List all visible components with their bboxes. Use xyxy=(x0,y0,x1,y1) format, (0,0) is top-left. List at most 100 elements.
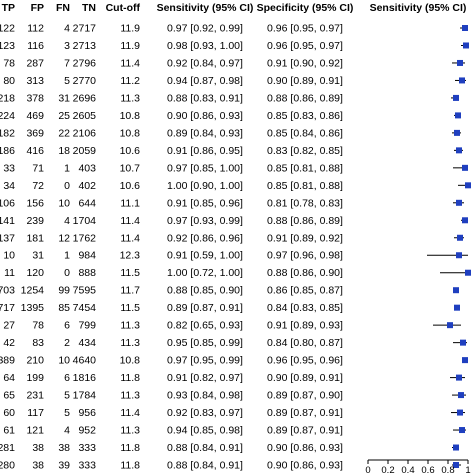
fn-cell: 5 xyxy=(64,390,70,402)
specificity-cell: 0.96 [0.95, 0.96] xyxy=(267,355,343,367)
column-header: Sensitivity (95% CI) xyxy=(370,2,467,14)
sensitivity-cell: 0.91 [0.86, 0.95] xyxy=(167,145,243,157)
fp-cell: 71 xyxy=(32,162,44,174)
tp-cell: 280 xyxy=(0,460,15,472)
fn-cell: 6 xyxy=(64,320,70,332)
tn-cell: 2770 xyxy=(73,75,97,87)
specificity-cell: 0.90 [0.89, 0.91] xyxy=(267,372,343,384)
cutoff-cell: 11.3 xyxy=(120,92,140,104)
tn-cell: 2717 xyxy=(73,23,97,35)
cutoff-cell: 11.8 xyxy=(120,372,140,384)
sensitivity-cell: 0.88 [0.83, 0.91] xyxy=(167,92,243,104)
tp-cell: 122 xyxy=(0,23,15,35)
tn-cell: 333 xyxy=(78,460,96,472)
point-estimate-marker xyxy=(453,94,459,101)
tn-cell: 7595 xyxy=(73,285,97,297)
table-row: 122 112 4 2717 11.9 0.97 [0.92, 0.99] 0.96 [0.… xyxy=(0,23,343,35)
point-estimate-marker xyxy=(456,147,462,154)
fn-cell: 7 xyxy=(64,57,70,69)
fn-cell: 4 xyxy=(64,425,70,437)
sensitivity-cell: 0.98 [0.93, 1.00] xyxy=(167,40,243,52)
table-row: 224 469 25 2605 10.8 0.90 [0.86, 0.93] 0.85 [0… xyxy=(0,110,343,122)
table-row: 281 38 38 333 11.8 0.88 [0.84, 0.91] 0.90 [0.8… xyxy=(0,442,343,454)
fn-cell: 38 xyxy=(58,442,70,454)
specificity-cell: 0.91 [0.89, 0.92] xyxy=(267,232,343,244)
point-estimate-marker xyxy=(456,374,462,381)
specificity-cell: 0.90 [0.86, 0.93] xyxy=(267,442,343,454)
tp-cell: 42 xyxy=(3,337,15,349)
tp-cell: 65 xyxy=(3,390,15,402)
specificity-cell: 0.91 [0.89, 0.93] xyxy=(267,320,343,332)
fn-cell: 12 xyxy=(58,232,70,244)
tn-cell: 434 xyxy=(78,337,96,349)
sensitivity-cell: 1.00 [0.90, 1.00] xyxy=(167,180,243,192)
cutoff-cell: 12.3 xyxy=(120,250,141,262)
fn-cell: 31 xyxy=(58,92,70,104)
fn-cell: 4 xyxy=(64,215,70,227)
cutoff-cell: 11.8 xyxy=(120,460,140,472)
tn-cell: 888 xyxy=(78,267,96,279)
point-estimate-marker xyxy=(459,427,465,434)
tn-cell: 2796 xyxy=(73,57,97,69)
sensitivity-cell: 0.88 [0.84, 0.91] xyxy=(167,460,243,472)
tp-cell: 60 xyxy=(3,407,15,419)
sensitivity-cell: 0.91 [0.85, 0.96] xyxy=(167,197,243,209)
fp-cell: 38 xyxy=(32,442,44,454)
fn-cell: 18 xyxy=(58,145,70,157)
fn-cell: 0 xyxy=(64,180,70,192)
table-row: 34 72 0 402 10.6 1.00 [0.90, 1.00] 0.85 [0.81,… xyxy=(3,180,343,192)
column-header: FP xyxy=(31,2,44,14)
sensitivity-cell: 0.97 [0.93, 0.99] xyxy=(167,215,243,227)
table-row: 64 199 6 1816 11.8 0.91 [0.82, 0.97] 0.90 [0.8… xyxy=(3,372,343,384)
fn-cell: 85 xyxy=(58,302,70,314)
sensitivity-cell: 0.93 [0.84, 0.98] xyxy=(167,390,243,402)
sensitivity-cell: 0.89 [0.87, 0.91] xyxy=(167,302,243,314)
specificity-cell: 0.85 [0.84, 0.86] xyxy=(267,127,343,139)
specificity-cell: 0.97 [0.96, 0.98] xyxy=(267,250,343,262)
point-estimate-marker xyxy=(457,409,463,416)
column-header: TN xyxy=(82,2,96,14)
tp-cell: 123 xyxy=(0,40,15,52)
cutoff-cell: 11.4 xyxy=(120,57,140,69)
tn-cell: 4640 xyxy=(73,355,97,367)
fp-cell: 181 xyxy=(26,232,44,244)
tp-cell: 186 xyxy=(0,145,15,157)
tn-cell: 333 xyxy=(78,442,96,454)
table-row: 717 1395 85 7454 11.5 0.89 [0.87, 0.91] 0.84 [… xyxy=(0,302,343,314)
specificity-cell: 0.88 [0.86, 0.89] xyxy=(267,92,343,104)
column-header: Cut-off xyxy=(106,2,141,14)
cutoff-cell: 11.4 xyxy=(120,232,140,244)
x-axis: 0 0.2 0.4 0.6 0.8 1 xyxy=(365,459,471,474)
specificity-cell: 0.85 [0.81, 0.88] xyxy=(267,180,343,192)
sensitivity-cell: 0.88 [0.84, 0.91] xyxy=(167,442,243,454)
forest-plot xyxy=(427,25,471,468)
fn-cell: 3 xyxy=(64,40,70,52)
cutoff-cell: 10.8 xyxy=(120,127,141,139)
specificity-cell: 0.90 [0.86, 0.93] xyxy=(267,460,343,472)
tn-cell: 7454 xyxy=(73,302,97,314)
table-row: 186 416 18 2059 10.6 0.91 [0.86, 0.95] 0.83 [0… xyxy=(0,145,343,157)
cutoff-cell: 11.4 xyxy=(120,407,140,419)
specificity-cell: 0.88 [0.86, 0.90] xyxy=(267,267,343,279)
cutoff-cell: 10.8 xyxy=(120,110,141,122)
cutoff-cell: 11.5 xyxy=(120,267,140,279)
tp-cell: 27 xyxy=(3,320,15,332)
x-tick-label: 0.8 xyxy=(441,465,454,474)
tp-cell: 34 xyxy=(3,180,15,192)
sensitivity-cell: 0.94 [0.87, 0.98] xyxy=(167,75,243,87)
tp-cell: 11 xyxy=(4,267,15,279)
point-estimate-marker xyxy=(454,129,460,136)
specificity-cell: 0.81 [0.78, 0.83] xyxy=(267,197,343,209)
cutoff-cell: 11.2 xyxy=(120,75,140,87)
table-row: 703 1254 99 7595 11.7 0.88 [0.85, 0.90] 0.86 [… xyxy=(0,285,343,297)
table-row: 11 120 0 888 11.5 1.00 [0.72, 1.00] 0.88 [0.86… xyxy=(4,267,343,279)
point-estimate-marker xyxy=(447,322,453,329)
cutoff-cell: 11.3 xyxy=(120,390,140,402)
tp-cell: 137 xyxy=(0,232,15,244)
point-estimate-marker xyxy=(462,164,468,171)
sensitivity-cell: 0.97 [0.92, 0.99] xyxy=(167,23,243,35)
point-estimate-marker xyxy=(462,217,468,224)
tp-cell: 182 xyxy=(0,127,15,139)
table-row: 389 210 10 4640 10.8 0.97 [0.95, 0.99] 0.96 [0… xyxy=(0,355,343,367)
specificity-cell: 0.84 [0.80, 0.87] xyxy=(267,337,343,349)
